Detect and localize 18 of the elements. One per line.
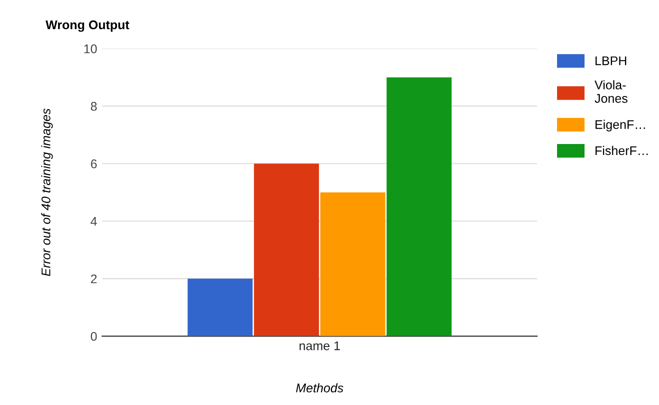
y-tick-label: 6 [90, 159, 97, 168]
y-tick-label: 4 [90, 217, 97, 226]
chart-title: Wrong Output [46, 20, 130, 32]
x-tick-label: name 1 [300, 341, 340, 350]
y-tick-label: 8 [90, 102, 97, 111]
legend-label: EigenF… [596, 120, 645, 132]
legend-label: FisherF… [596, 146, 648, 156]
bar [188, 278, 253, 336]
legend-label: Viola-Jones [594, 80, 628, 103]
bar [386, 77, 452, 336]
bar [254, 164, 319, 336]
y-tick-label: 2 [90, 274, 97, 284]
y-tick-label: 10 [84, 44, 97, 54]
y-axis-title: Error out of 40 training images [41, 108, 53, 276]
y-tick-label: 0 [90, 332, 97, 341]
x-axis-title: Methods [296, 383, 344, 392]
bar [320, 192, 386, 336]
legend-label: LBPH [596, 56, 626, 66]
